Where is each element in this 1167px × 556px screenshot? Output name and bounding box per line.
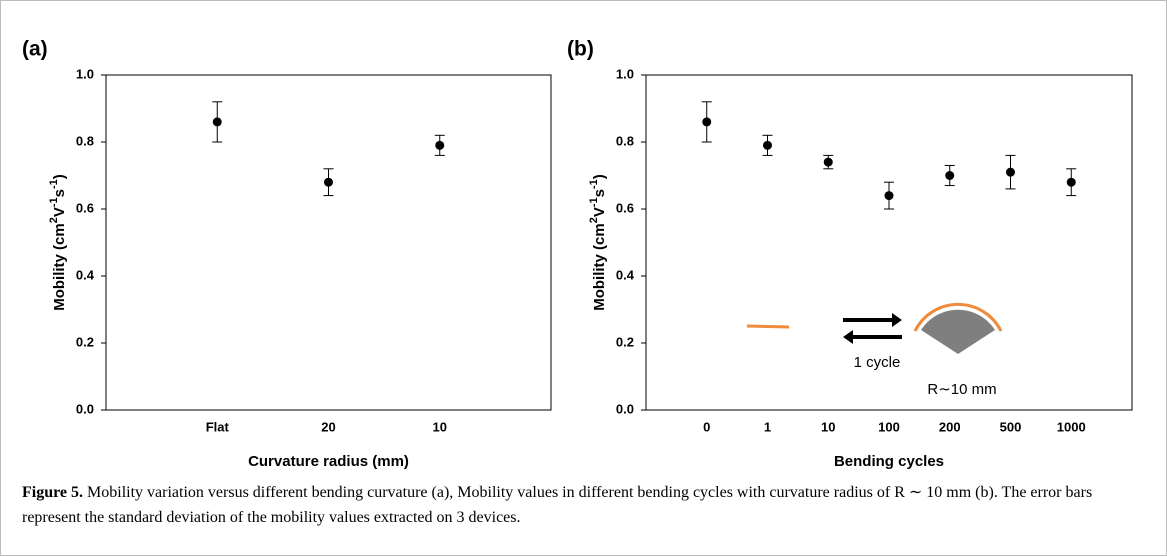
y-axis-label: Mobility (cm2V-1s-1) bbox=[588, 174, 608, 311]
y-tick-label: 1.0 bbox=[76, 66, 94, 81]
y-axis-label-part: -1 bbox=[588, 197, 600, 207]
y-tick-label: 1.0 bbox=[616, 66, 634, 81]
point bbox=[884, 191, 894, 201]
y-axis-label-part: Mobility (cm bbox=[591, 223, 608, 311]
y-tick-label: 0.4 bbox=[616, 267, 635, 282]
y-tick-label: 0.4 bbox=[76, 267, 95, 282]
charts: (a) 0.0 0.2 0.4 0.6 0.8 1.0 Curvature radius (m… bbox=[22, 38, 1133, 470]
point bbox=[212, 117, 222, 127]
x-tick-label: 1000 bbox=[1057, 419, 1086, 434]
y-axis-label-part: s bbox=[591, 189, 608, 197]
caption-label: Figure 5. bbox=[22, 484, 84, 501]
y-axis-label-part: -1 bbox=[588, 179, 600, 189]
y-axis-label-part: V bbox=[51, 207, 68, 217]
y-axis-label-part: Mobility (cm bbox=[51, 223, 68, 311]
y-axis-label-part: s bbox=[51, 189, 68, 197]
point bbox=[324, 177, 333, 187]
x-tick-label: 200 bbox=[939, 419, 961, 434]
panel-label: (a) bbox=[22, 38, 48, 61]
x-tick-label: 10 bbox=[433, 419, 447, 434]
y-axis-label-part: 2 bbox=[48, 217, 60, 223]
point bbox=[1066, 177, 1076, 187]
x-tick-label: 0 bbox=[703, 419, 710, 434]
inset: 1 cycle R∼10 mm bbox=[746, 302, 1003, 398]
x-tick-label: 1 bbox=[764, 419, 771, 434]
panel-label: (b) bbox=[567, 38, 594, 61]
x-axis-label: Curvature radius (mm) bbox=[248, 453, 409, 470]
y-axis-label-part: -1 bbox=[48, 197, 60, 207]
point bbox=[435, 140, 445, 150]
y-tick-label: 0.6 bbox=[616, 200, 634, 215]
point bbox=[763, 140, 772, 150]
y-tick-label: 0.0 bbox=[616, 401, 634, 416]
point bbox=[823, 157, 833, 167]
annotation: 1 cycle bbox=[854, 354, 901, 371]
annotation: R∼10 mm bbox=[927, 381, 996, 398]
y-axis-label-part: -1 bbox=[48, 179, 60, 189]
point bbox=[945, 171, 955, 180]
plot-frame bbox=[105, 74, 552, 411]
caption: Figure 5. Mobility variation versus diff… bbox=[22, 480, 1132, 530]
y-axis-label-part: ) bbox=[51, 174, 68, 179]
x-tick-label: 10 bbox=[821, 419, 835, 434]
bent-layer bbox=[913, 302, 1003, 332]
bent-sample bbox=[921, 309, 995, 354]
x-tick-label: 100 bbox=[878, 419, 900, 434]
y-tick-label: 0.8 bbox=[76, 133, 94, 148]
caption-text: Mobility variation versus different bend… bbox=[22, 484, 1093, 526]
plot-frame bbox=[645, 74, 1133, 411]
y-axis-label: Mobility (cm2V-1s-1) bbox=[48, 174, 68, 311]
y-tick-label: 0.6 bbox=[76, 200, 94, 215]
y-axis-label-part: ) bbox=[591, 174, 608, 179]
x-tick-label: Flat bbox=[206, 419, 230, 434]
arrow-right bbox=[843, 313, 902, 327]
x-tick-label: 500 bbox=[1000, 419, 1022, 434]
arrow-left bbox=[843, 330, 902, 344]
point bbox=[702, 117, 712, 127]
x-tick-label: 20 bbox=[321, 419, 335, 434]
y-tick-label: 0.0 bbox=[76, 401, 94, 416]
x-axis-label: Bending cycles bbox=[834, 453, 944, 470]
y-tick-label: 0.8 bbox=[616, 133, 634, 148]
y-axis-label-part: V bbox=[591, 207, 608, 217]
point bbox=[1006, 167, 1015, 177]
y-tick-label: 0.2 bbox=[76, 334, 94, 349]
y-tick-label: 0.2 bbox=[616, 334, 634, 349]
y-axis-label-part: 2 bbox=[588, 217, 600, 223]
flat-sample bbox=[746, 324, 790, 329]
